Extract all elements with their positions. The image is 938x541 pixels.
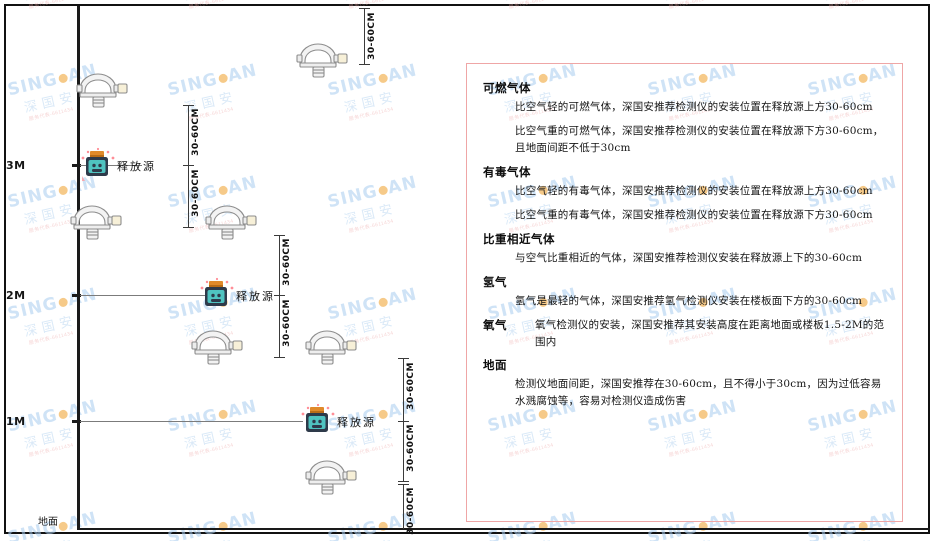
recommendation-panel: 可燃气体比空气轻的可燃气体，深国安推荐检测仪的安装位置在释放源上方30-60cm…	[466, 63, 903, 522]
gas-detector	[297, 455, 359, 501]
gas-detector	[183, 325, 245, 371]
dimension-label: 30-60CM	[406, 487, 416, 535]
panel-section: 有毒气体比空气轻的有毒气体，深国安推荐检测仪的安装位置在释放源上方30-60cm…	[481, 164, 888, 224]
panel-section-paragraph: 比空气重的可燃气体，深国安推荐检测仪的安装位置在释放源下方30-60cm，且地面…	[515, 125, 884, 154]
release-source-1m	[298, 402, 338, 438]
panel-section-title: 有毒气体	[483, 165, 531, 179]
release-source-2m	[197, 276, 237, 312]
release-source-label-3m: 释放源	[117, 160, 156, 173]
gas-detector	[197, 200, 259, 246]
panel-section-title: 氢气	[483, 275, 507, 289]
panel-section-title: 氧气	[483, 318, 507, 332]
panel-section-paragraph: 氢气是最轻的气体，深国安推荐氢气检测仪安装在楼板面下方的30-60cm	[515, 295, 863, 307]
panel-section: 氧气 氧气检测仪的安装，深国安推荐其安装高度在距离地面或楼板1.5-2M的范围内	[481, 317, 888, 351]
level-line-1m	[80, 421, 303, 422]
level-line-2m	[80, 295, 205, 296]
vertical-axis	[77, 6, 80, 530]
tick-3m	[72, 164, 81, 167]
level-label-1m: 1M	[6, 415, 26, 428]
panel-section-paragraph: 氧气检测仪的安装，深国安推荐其安装高度在距离地面或楼板1.5-2M的范围内	[535, 319, 885, 348]
dimension-label: 30-60CM	[282, 299, 292, 347]
panel-section-title: 比重相近气体	[483, 232, 555, 246]
dimension-label: 30-60CM	[282, 238, 292, 286]
panel-section-paragraph: 比空气重的有毒气体，深国安推荐检测仪的安装位置在释放源下方30-60cm	[515, 209, 873, 221]
level-label-2m: 2M	[6, 289, 26, 302]
panel-section-paragraph: 比空气轻的可燃气体，深国安推荐检测仪的安装位置在释放源上方30-60cm	[515, 101, 873, 113]
dimension-label: 30-60CM	[406, 362, 416, 410]
level-label-3m: 3M	[6, 159, 26, 172]
panel-section: 地面 检测仪地面间距，深国安推荐在30-60cm，且不得小于30cm，因为过低容易…	[481, 357, 888, 410]
panel-section-paragraph: 比空气轻的有毒气体，深国安推荐检测仪的安装位置在释放源上方30-60cm	[515, 185, 873, 197]
dimension-label: 30-60CM	[367, 12, 377, 60]
release-source-label-2m: 释放源	[236, 290, 275, 303]
dimension-label: 30-60CM	[406, 424, 416, 472]
ground-label: 地面	[38, 517, 58, 528]
panel-section-title: 地面	[483, 358, 507, 372]
level-line-3m	[80, 165, 142, 166]
outer-frame	[4, 4, 930, 534]
release-source-label-1m: 释放源	[337, 416, 376, 429]
ground-axis	[77, 528, 930, 530]
dimension-label: 30-60CM	[191, 169, 201, 217]
release-source-3m	[78, 146, 118, 182]
dimension-label: 30-60CM	[191, 108, 201, 156]
panel-section-paragraph: 与空气比重相近的气体，深国安推荐检测仪安装在释放源上下的30-60cm	[515, 252, 863, 264]
gas-detector	[62, 200, 124, 246]
panel-section-title: 可燃气体	[483, 81, 531, 95]
panel-section: 可燃气体比空气轻的可燃气体，深国安推荐检测仪的安装位置在释放源上方30-60cm…	[481, 80, 888, 157]
panel-section: 氢气 氢气是最轻的气体，深国安推荐氢气检测仪安装在楼板面下方的30-60cm	[481, 274, 888, 310]
tick-1m	[72, 420, 81, 423]
gas-detector	[297, 325, 359, 371]
gas-detector	[68, 68, 130, 114]
panel-section: 比重相近气体与空气比重相近的气体，深国安推荐检测仪安装在释放源上下的30-60c…	[481, 231, 888, 267]
tick-2m	[72, 294, 81, 297]
panel-section-paragraph: 检测仪地面间距，深国安推荐在30-60cm，且不得小于30cm，因为过低容易水溅…	[515, 378, 882, 407]
gas-detector	[288, 38, 350, 84]
